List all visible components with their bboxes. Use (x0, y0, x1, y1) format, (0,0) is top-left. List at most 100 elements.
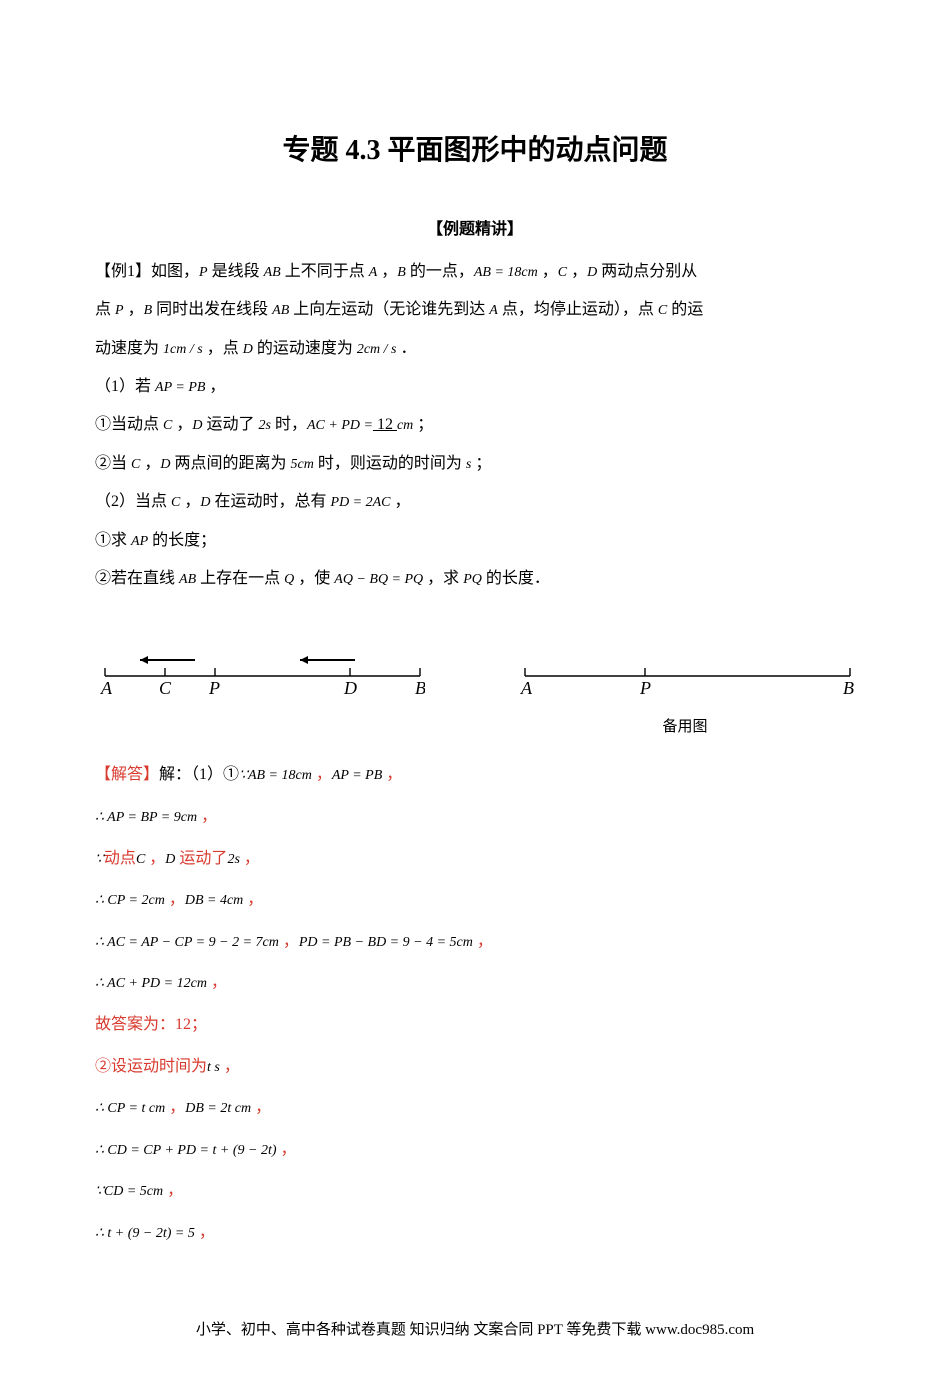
t: ， (165, 1099, 185, 1116)
m: ∴ AC + PD = 12cm (95, 976, 207, 991)
t: ， (197, 808, 217, 825)
t: ， (277, 1141, 297, 1158)
svg-text:P: P (639, 678, 651, 698)
sol-l3: ∵动点C ，D 运动了2s ， (95, 838, 855, 880)
diagram-caption: 备用图 (515, 711, 855, 744)
var-c: C (558, 265, 567, 280)
problem-r1: ①求 AP 的长度； (95, 522, 855, 560)
problem-p2: （2）当点 C ，D 在运动时，总有 PD = 2AC ， (95, 483, 855, 521)
t: ， (140, 455, 160, 472)
svg-text:B: B (415, 678, 425, 698)
t: 的一点， (406, 263, 474, 280)
t: 动速度为 (95, 340, 163, 357)
m: ∴ CP = 2cm (95, 893, 165, 908)
svg-text:C: C (159, 678, 172, 698)
page: 专题 4.3 平面图形中的动点问题 【例题精讲】 【例1】如图，P 是线段 AB… (0, 0, 950, 1387)
var-d: D (192, 418, 202, 433)
t: ； (413, 416, 433, 433)
t: 【例1】如图， (95, 263, 199, 280)
t: 上存在一点 (196, 570, 284, 587)
var-ab: AB (264, 265, 281, 280)
t: ②设运动时间为 (95, 1058, 207, 1075)
t: 动点 (104, 850, 136, 867)
examples-heading: 【例题精讲】 (95, 212, 855, 247)
t: ， (251, 1099, 271, 1116)
m: t s (207, 1060, 220, 1075)
var-b: B (397, 265, 406, 280)
page-footer: 小学、初中、高中各种试卷真题 知识归纳 文案合同 PPT 等免费下载 www.d… (95, 1314, 855, 1347)
m: ∴ AC = AP − CP = 9 − 2 = 7cm (95, 935, 279, 950)
var-ab18: AB = 18cm (474, 265, 538, 280)
t: （2）当点 (95, 493, 171, 510)
t: ， (312, 766, 332, 783)
t: 在运动时，总有 (211, 493, 331, 510)
diagram-right: APB 备用图 (515, 638, 855, 744)
m: AP = PB (332, 768, 382, 783)
var-acpd: AC + PD = (307, 418, 373, 433)
var-cm: cm (397, 418, 413, 433)
sol-l9: ∴ CP = t cm ，DB = 2t cm ， (95, 1087, 855, 1129)
m: ∵ (95, 852, 104, 867)
t: 运动了 (179, 850, 227, 867)
var-pq: PQ (463, 572, 482, 587)
t: ， (180, 493, 200, 510)
page-title: 专题 4.3 平面图形中的动点问题 (95, 120, 855, 182)
var-c: C (163, 418, 172, 433)
var-sp2: 2cm / s (357, 342, 397, 357)
svg-text:A: A (100, 678, 113, 698)
var-appb: AP = PB (155, 380, 205, 395)
var-2s: 2s (259, 418, 271, 433)
m: DB = 4cm (185, 893, 243, 908)
var-c: C (658, 303, 667, 318)
problem-p1: （1）若 AP = PB ， (95, 368, 855, 406)
t: 时， (271, 416, 307, 433)
t: ， (205, 378, 225, 395)
var-5cm: 5cm (291, 457, 314, 472)
problem-r2: ②若在直线 AB 上存在一点 Q ，使 AQ − BQ = PQ ，求 PQ 的… (95, 560, 855, 598)
t: ， (243, 891, 263, 908)
var-sp1: 1cm / s (163, 342, 203, 357)
solution-block: 【解答】解：（1）①∵AB = 18cm ，AP = PB ， ∴ AP = B… (95, 754, 855, 1253)
sol-l6: ∴ AC + PD = 12cm ， (95, 962, 855, 1004)
var-d: D (160, 457, 170, 472)
diagram-right-svg: APB (515, 638, 855, 698)
var-a: A (489, 303, 498, 318)
m: DB = 2t cm (185, 1101, 251, 1116)
t: 两动点分别从 (597, 263, 697, 280)
t: ，点 (203, 340, 243, 357)
problem-line-3: 动速度为 1cm / s ，点 D 的运动速度为 2cm / s ． (95, 330, 855, 368)
t: 点 (95, 301, 115, 318)
t: 的长度． (482, 570, 550, 587)
t: ． (397, 340, 417, 357)
var-b: B (144, 303, 153, 318)
m: ∴ AP = BP = 9cm (95, 810, 197, 825)
t: ， (538, 263, 558, 280)
sol-label: 【解答】 (95, 766, 159, 783)
sol-l11: ∵CD = 5cm ， (95, 1170, 855, 1212)
var-p: P (199, 265, 208, 280)
t: ①当动点 (95, 416, 163, 433)
t: 是线段 (208, 263, 264, 280)
problem-line-2: 点 P ，B 同时出发在线段 AB 上向左运动（无论谁先到达 A 点，均停止运动… (95, 291, 855, 329)
t: ， (240, 850, 260, 867)
svg-text:B: B (843, 678, 854, 698)
blank-1: 12 (373, 416, 397, 433)
t: 点，均停止运动），点 (498, 301, 658, 318)
problem-q2: ②当 C ，D 两点间的距离为 5cm 时，则运动的时间为 s ； (95, 445, 855, 483)
t: ②若在直线 (95, 570, 179, 587)
t: 时，则运动的时间为 (314, 455, 466, 472)
t: 同时出发在线段 (152, 301, 272, 318)
t: ，求 (423, 570, 463, 587)
sol-ans1: 故答案为：12； (95, 1004, 855, 1046)
t: ， (163, 1182, 183, 1199)
diagrams-row: ACPDB APB 备用图 (95, 638, 855, 744)
problem-block: 【例1】如图，P 是线段 AB 上不同于点 A ，B 的一点，AB = 18cm… (95, 253, 855, 599)
t: 两点间的距离为 (171, 455, 291, 472)
var-ab: AB (179, 572, 196, 587)
t: ， (172, 416, 192, 433)
diagram-left: ACPDB (95, 638, 425, 744)
t: ， (124, 301, 144, 318)
t: ， (207, 974, 227, 991)
t: 上向左运动（无论谁先到达 (289, 301, 489, 318)
var-c: C (171, 495, 180, 510)
